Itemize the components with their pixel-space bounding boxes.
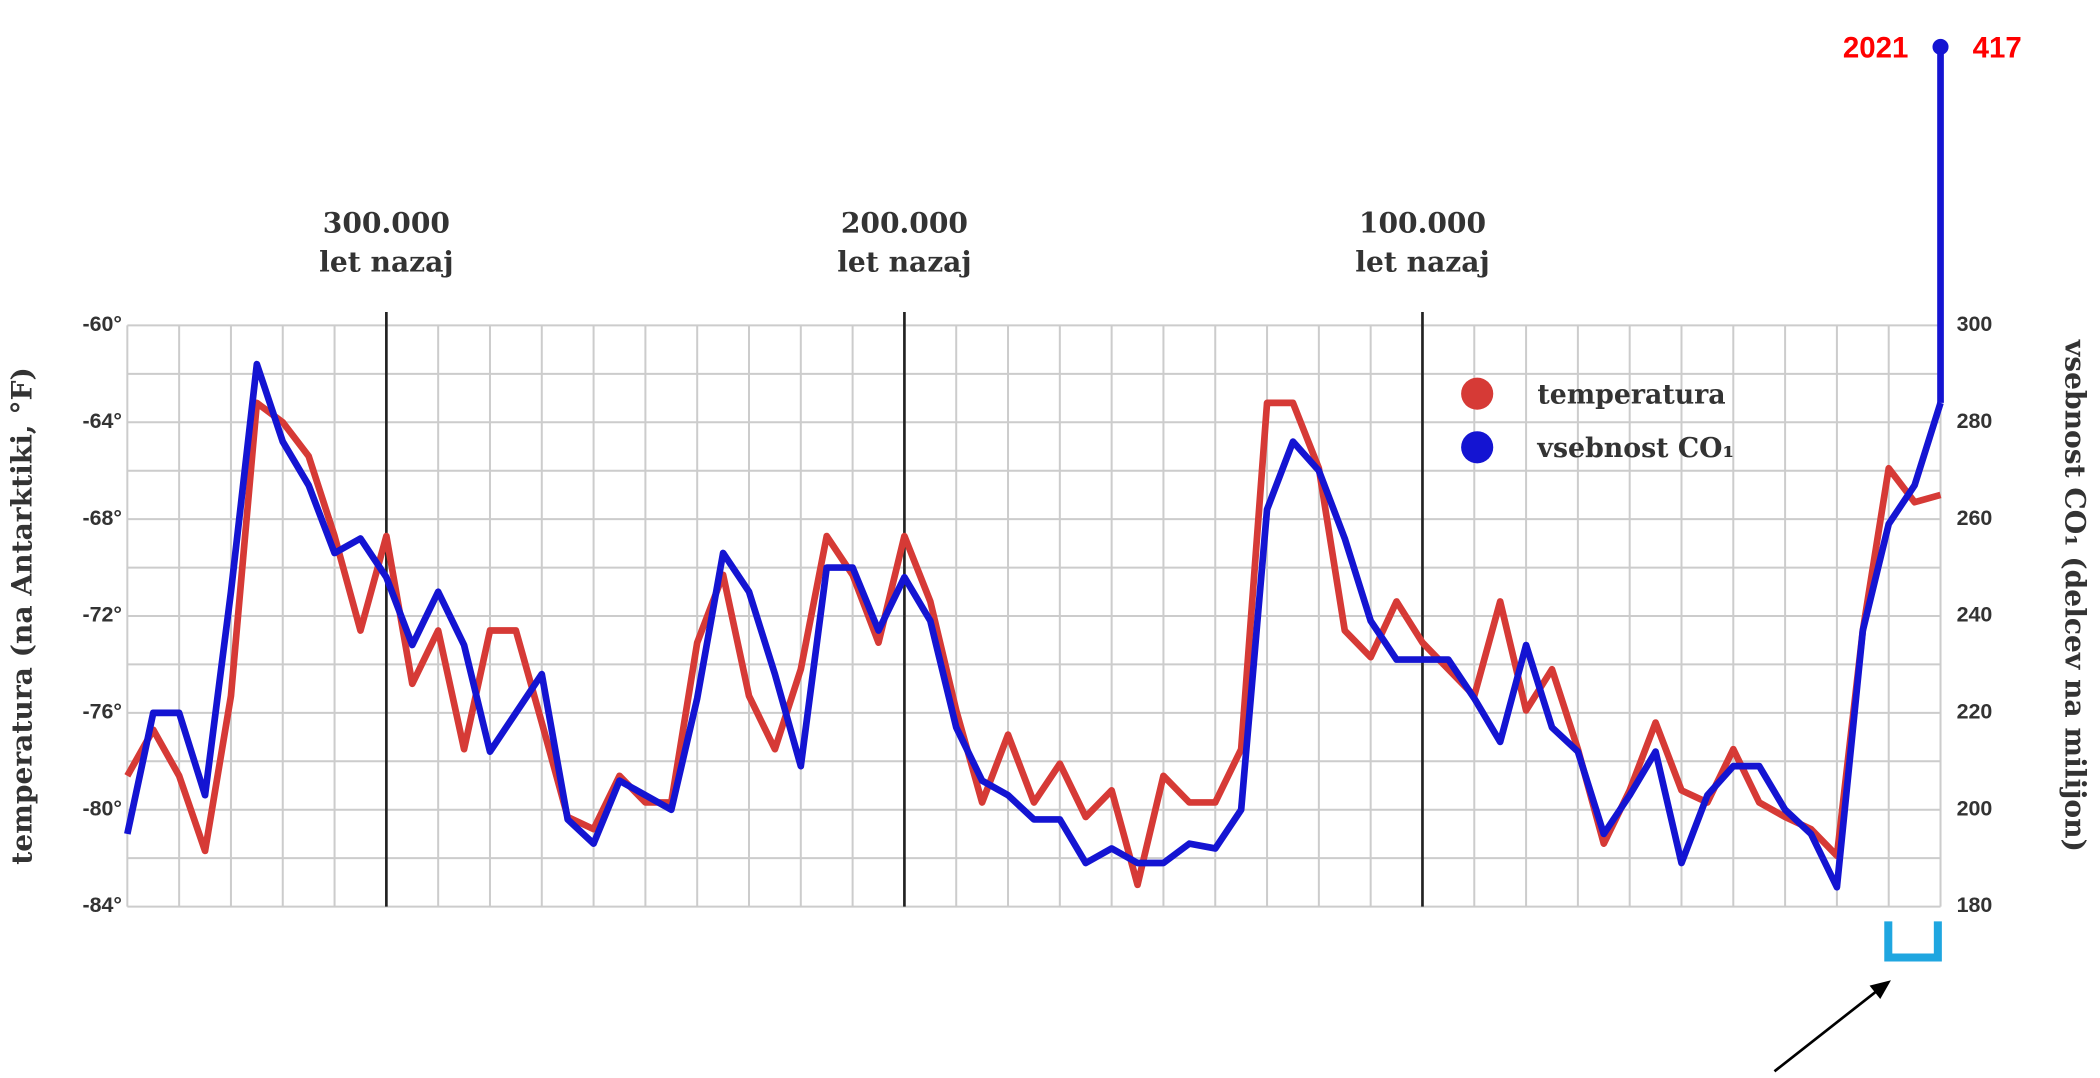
y2-tick-label: 300 [1957,312,1993,336]
y-tick-label: -84° [82,893,121,917]
arrow [1773,987,1882,1073]
legend-label: vsebnost CO₁ [1536,433,1734,464]
y2-tick-label: 260 [1957,506,1993,530]
x-tick-label: 300.000 [323,206,450,239]
x-tick-note: let nazaj [1355,245,1489,278]
latest-point [1932,38,1949,55]
latest-value: 417 [1973,31,2022,64]
y-tick-label: -76° [82,700,121,724]
x-tick-label: 100.000 [1359,206,1486,239]
latest-year: 2021 [1843,31,1909,64]
legend-marker [1461,377,1494,410]
series-line [124,360,1944,891]
y-tick-label: -80° [82,796,121,820]
y-tick-label: -72° [82,603,121,627]
y2-axis-label: vsebnost CO₁ (delcev na milijon) [2059,339,2092,852]
x-tick-note: let nazaj [319,245,453,278]
y-axis-label: temperatura (na Antarktiki, °F) [6,367,39,865]
legend-label: temperatura [1537,379,1725,410]
y2-tick-label: 280 [1957,409,1993,433]
y2-tick-label: 180 [1957,893,1993,917]
y2-tick-label: 200 [1957,796,1993,820]
y-tick-label: -64° [82,409,121,433]
legend-marker [1461,431,1494,464]
series-line [124,399,1942,889]
bracket [1884,921,1942,962]
y2-tick-label: 240 [1957,603,1993,627]
arrow-head [1869,980,1891,999]
y-tick-label: -60° [82,312,121,336]
y2-tick-label: 220 [1957,700,1993,724]
x-tick-note: let nazaj [837,245,971,278]
x-tick-label: 200.000 [841,206,968,239]
y-tick-label: -68° [82,506,121,530]
